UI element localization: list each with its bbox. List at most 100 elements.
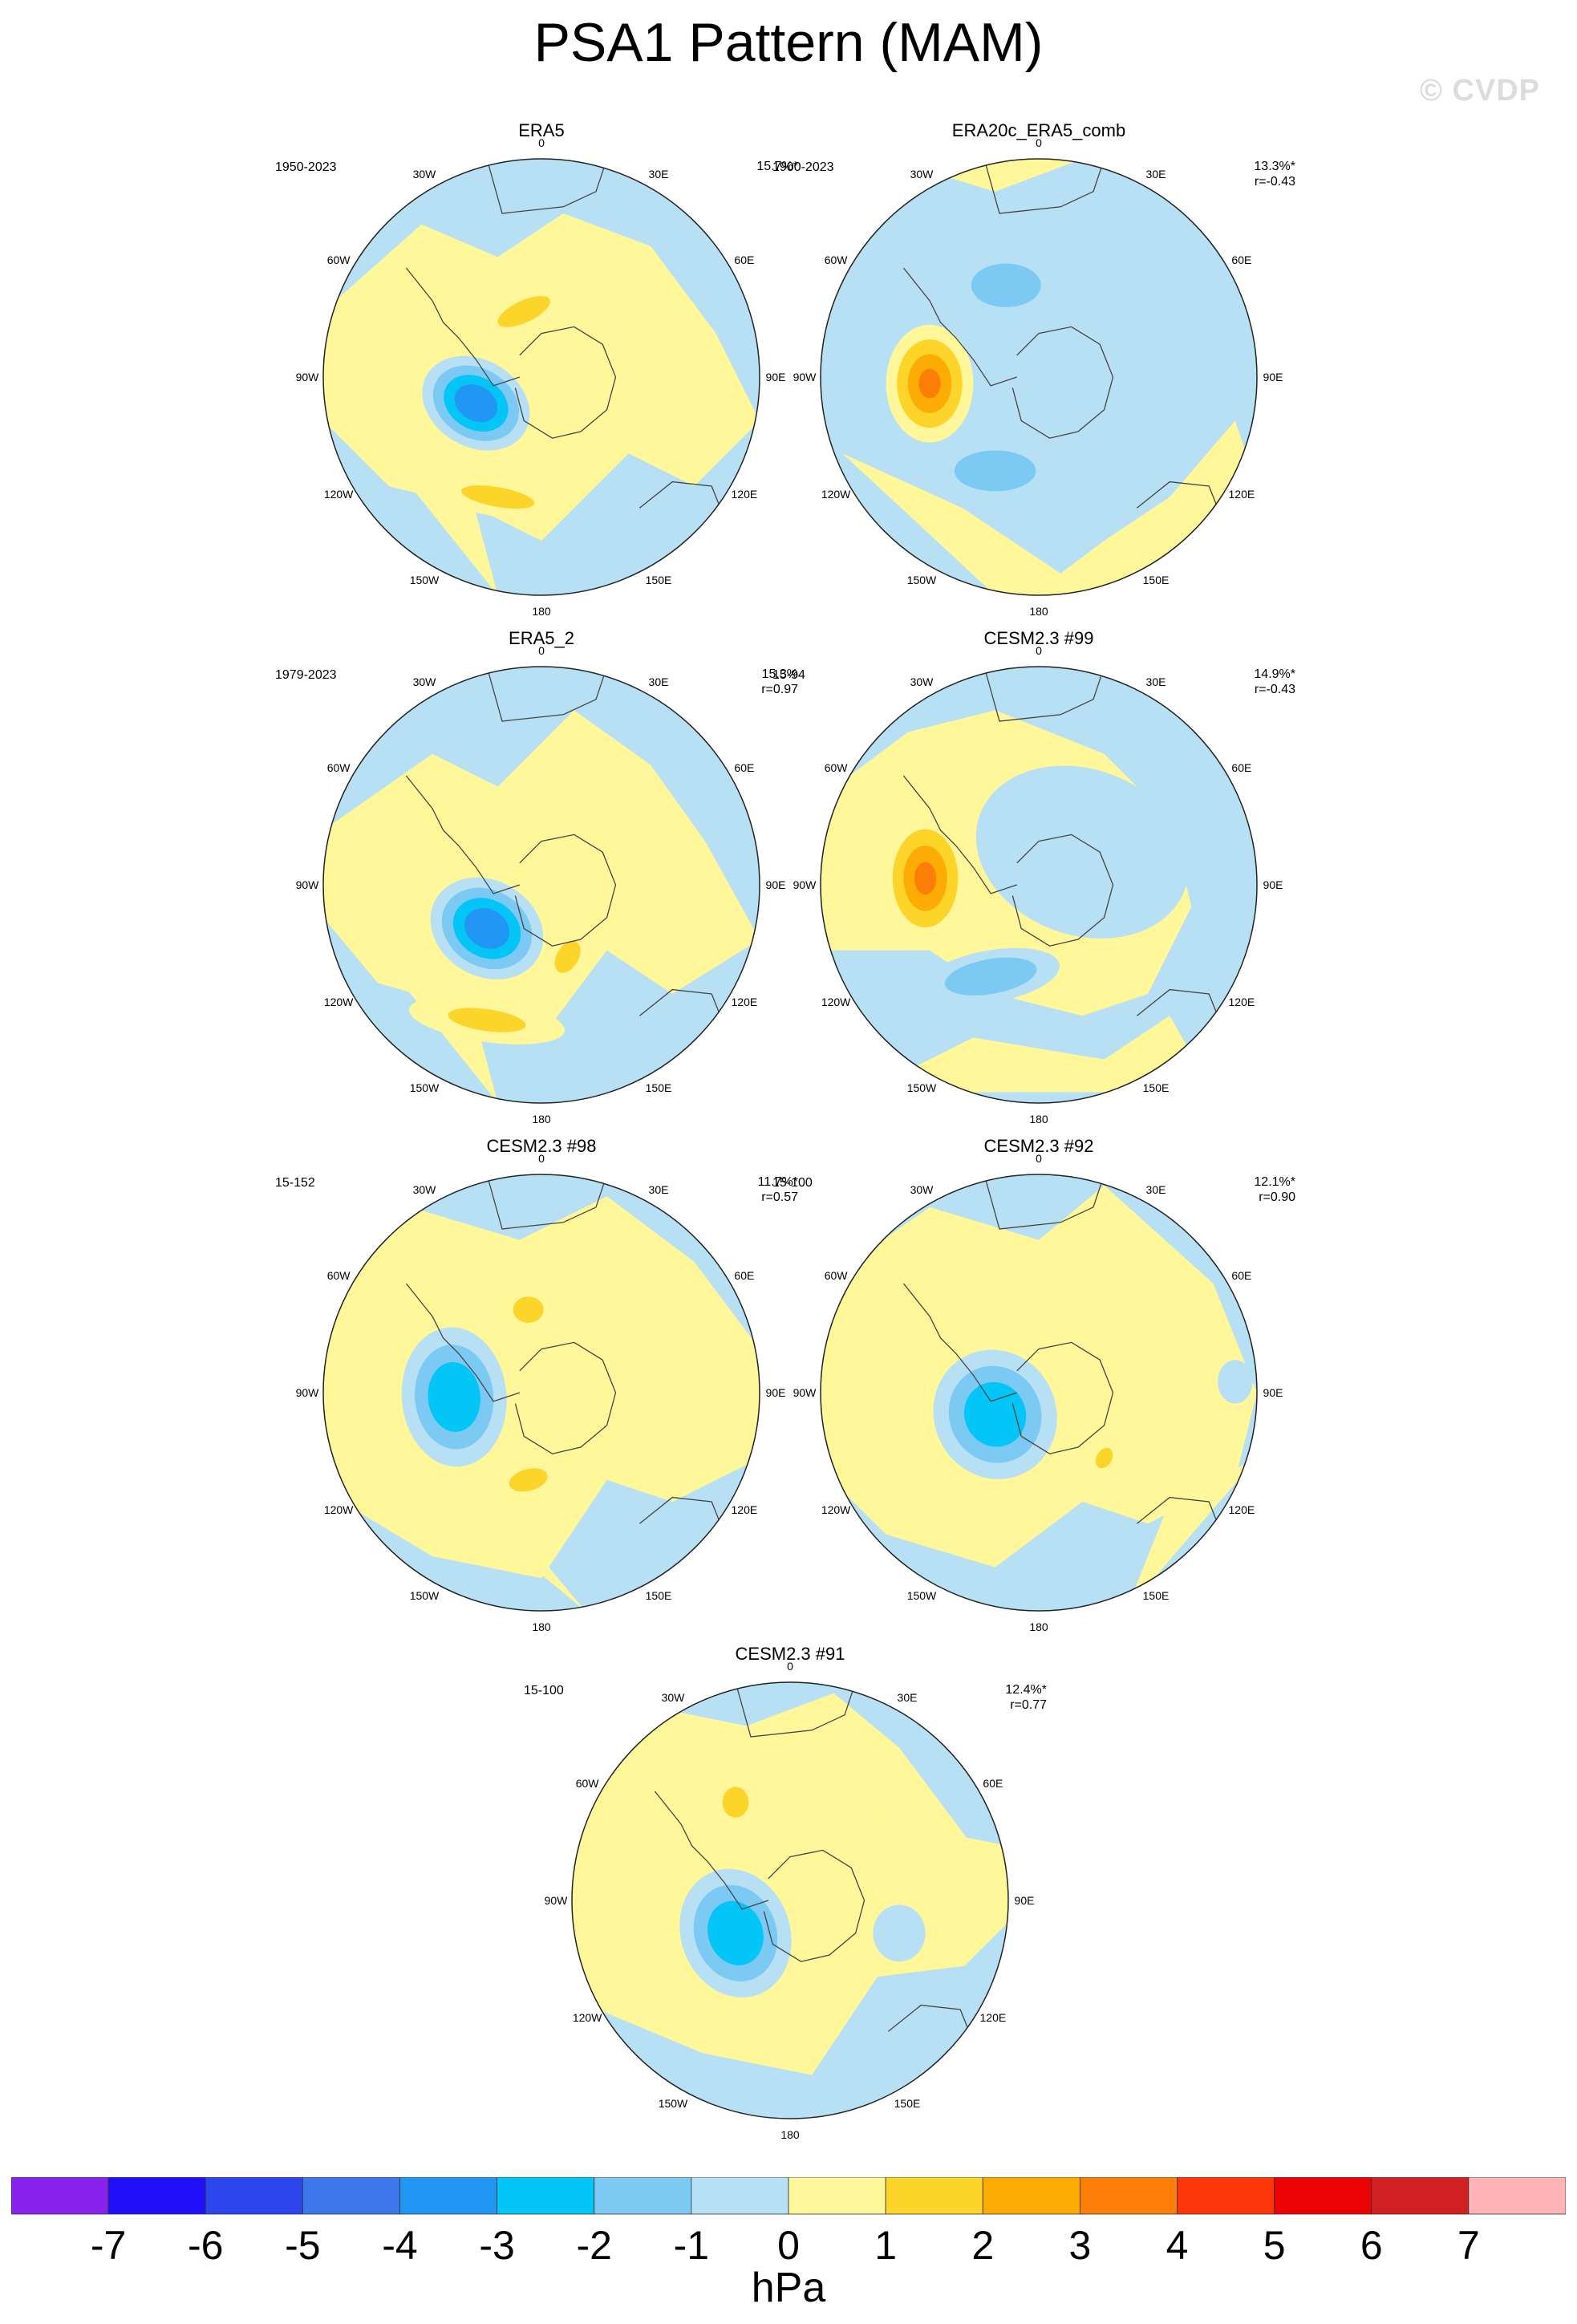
panel-period: 15-94 (772, 668, 805, 682)
colorbar-segment (1468, 2177, 1566, 2215)
anomaly-contour (475, 918, 499, 939)
colorbar-tick-label: 2 (971, 2223, 995, 2268)
panel-stats: 12.4%* r=0.77 (1005, 1683, 1047, 1712)
longitude-label: 120E (732, 488, 758, 501)
panel-title: ERA5_2 (509, 628, 574, 648)
panel-title: CESM2.3 #92 (983, 1136, 1094, 1156)
colorbar-segment (982, 2177, 1080, 2215)
map-border (820, 1174, 1258, 1612)
longitude-label: 150W (410, 1589, 440, 1602)
coastline (486, 667, 608, 722)
coastline (514, 326, 617, 439)
colorbar-segment (691, 2177, 789, 2215)
anomaly-contour (979, 1398, 1011, 1431)
coastline (1011, 326, 1114, 439)
longitude-label: 180 (532, 605, 551, 618)
longitude-label: 30E (1146, 675, 1166, 688)
longitude-label: 60W (825, 253, 849, 266)
colorbar-segment (107, 2177, 206, 2215)
longitude-label: 60E (1231, 253, 1251, 266)
colorbar-tick-label: 4 (1166, 2223, 1189, 2268)
anomaly-contour (509, 1468, 548, 1492)
coastline (902, 267, 1018, 387)
longitude-label: 30E (1146, 1183, 1166, 1196)
map-border (820, 666, 1258, 1104)
longitude-label: 90W (296, 878, 320, 891)
longitude-label: 180 (1029, 1620, 1048, 1633)
colorbar-tick-label: 7 (1457, 2223, 1480, 2268)
longitude-label: 120W (821, 996, 851, 1008)
polar-map: 0 30E 60E 90E 120E 150E 180 150W 120W 90W 60W 30W (545, 1660, 1035, 2141)
panel-era20c: ERA20c_ERA5_comb 1900-2023 13.3%* r=-0.43… (758, 120, 1320, 618)
anomaly-contour (918, 368, 941, 399)
longitude-label: 30E (649, 168, 669, 180)
colorbar-tick-label: 1 (874, 2223, 898, 2268)
panel-title: CESM2.3 #98 (486, 1136, 597, 1156)
polar-map: 0 30E 60E 90E 120E 150E 180 150W 120W 90W 60W 30W (793, 1152, 1283, 1633)
panel-stats: 15.3% r=0.97 (761, 667, 798, 696)
coastline (405, 1283, 521, 1402)
anomaly-contour (554, 940, 581, 973)
longitude-label: 150E (1143, 1081, 1170, 1094)
anomaly-contour (366, 1397, 377, 1415)
longitude-label: 30W (413, 675, 437, 688)
panel-title: CESM2.3 #91 (735, 1644, 845, 1664)
longitude-label: 0 (538, 644, 545, 657)
longitude-label: 150W (907, 574, 937, 586)
positive-region (572, 1693, 1008, 2075)
longitude-label: 90W (793, 878, 817, 891)
longitude-label: 150W (907, 1589, 937, 1602)
polar-map: 0 30E 60E 90E 120E 150E 180 150W 120W 90W 60W 30W (793, 136, 1283, 618)
longitude-label: 150W (410, 1081, 440, 1094)
longitude-label: 90W (296, 371, 320, 383)
longitude-label: 30E (649, 675, 669, 688)
anomaly-contour (541, 792, 555, 812)
longitude-label: 60W (576, 1777, 600, 1790)
background-field (821, 159, 1257, 595)
colorbar-tick-label: -7 (90, 2223, 127, 2268)
panel-stats: 12.1%* r=0.90 (1254, 1175, 1295, 1204)
panel-cesm-98: CESM2.3 #98 15-152 11.7%* r=0.57 0 30E 60E 9… (261, 1136, 822, 1633)
longitude-label: 90E (766, 371, 786, 383)
panel-period: 15-100 (524, 1684, 564, 1697)
longitude-label: 180 (1029, 605, 1048, 618)
coastline (983, 1174, 1105, 1230)
longitude-label: 60E (734, 1269, 754, 1282)
panel-cesm-92: CESM2.3 #92 15-100 12.1%* r=0.90 0 30E 60E 9… (758, 1136, 1320, 1633)
coastline (405, 775, 521, 894)
longitude-label: 60E (1231, 1269, 1251, 1282)
longitude-label: 0 (1036, 136, 1042, 149)
longitude-label: 90W (793, 1386, 817, 1399)
colorbar-tick-label: -6 (188, 2223, 224, 2268)
map-border (322, 158, 760, 596)
longitude-label: 180 (532, 1620, 551, 1633)
longitude-label: 120E (980, 2011, 1007, 2024)
longitude-label: 0 (1036, 644, 1042, 657)
longitude-label: 0 (538, 1152, 545, 1165)
colorbar (11, 2177, 1566, 2215)
anomaly-contour (1226, 1370, 1244, 1393)
longitude-label: 120W (324, 488, 354, 501)
anomaly-contour (721, 1916, 750, 1949)
colorbar-segment (497, 2177, 595, 2215)
longitude-label: 30W (910, 1183, 934, 1196)
longitude-label: 120W (573, 2011, 602, 2024)
longitude-label: 90W (296, 1386, 320, 1399)
longitude-label: 90E (1263, 1386, 1283, 1399)
anomaly-contour (914, 862, 937, 895)
longitude-label: 60E (1231, 761, 1251, 774)
panel-title: ERA20c_ERA5_comb (951, 120, 1126, 140)
longitude-label: 90E (1263, 878, 1283, 891)
longitude-label: 60W (327, 1269, 351, 1282)
positive-region (323, 1393, 586, 1611)
coastline (1011, 833, 1114, 947)
map-border (820, 158, 1258, 596)
colorbar-segment (1371, 2177, 1470, 2215)
colorbar-segment (1079, 2177, 1178, 2215)
longitude-label: 60E (734, 253, 754, 266)
coastline (983, 159, 1105, 214)
panel-cesm-91: CESM2.3 #91 15-100 12.4%* r=0.77 0 30E 60E 9… (509, 1644, 1071, 2141)
colorbar-tick-label: 0 (777, 2223, 800, 2268)
longitude-label: 150E (646, 1081, 672, 1094)
colorbar-segment (205, 2177, 303, 2215)
